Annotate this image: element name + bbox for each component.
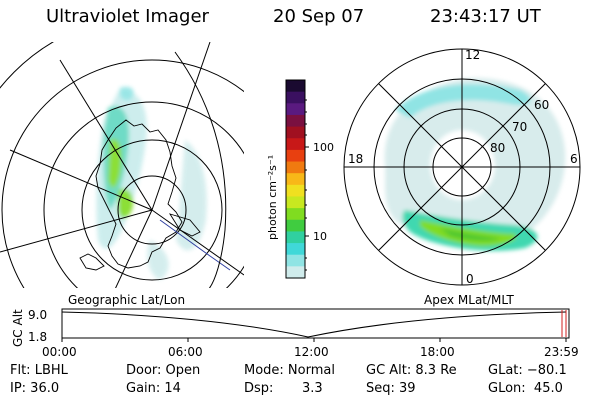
limb-curve [174,51,227,288]
coastline [79,119,201,271]
timeline-xtick-2359: 23:59 [544,345,579,359]
colorbar-cell [286,219,305,233]
colorbar-unit-label: photon cm⁻²s⁻¹ [266,155,279,240]
colorbar-cell [286,184,305,198]
colorbar-cell [286,126,305,139]
status-ip: IP: 36.0 [10,381,60,396]
colorbar-cell [286,149,305,163]
status-dsp-value: 3.3 [302,381,323,396]
observation-time: 23:43:17 UT [430,6,541,27]
polar-grid [343,48,581,286]
colorbar-cell [286,138,305,151]
timeline-ylabel: GC Alt [11,309,25,347]
altitude-timeline: GC Alt 9.0 1.8 00:00 06:00 12:00 18:00 2… [11,308,579,359]
timeline-ytick-top: 9.0 [28,308,47,322]
timeline-xtick-0600: 06:00 [168,345,203,359]
colorbar: 100 10 photon cm⁻²s⁻¹ [266,79,334,279]
latitude-grid [0,42,244,288]
mlt-label-0: 0 [466,272,474,286]
colorbar-cell [286,173,305,186]
colorbar-cell [286,161,305,174]
mlt-label-12: 12 [465,48,480,62]
colorbar-cell [286,254,305,267]
status-dsp-label: Dsp: [244,381,274,396]
right-panel-caption: Apex MLat/MLT [424,293,514,307]
timeline-xtick-1800: 18:00 [420,345,455,359]
status-mode: Mode: Normal [244,363,335,378]
status-glat: GLat: −80.1 [488,363,567,378]
timeline-ytick-bottom: 1.8 [28,330,47,344]
colorbar-cells [286,80,305,279]
mlt-label-6: 6 [570,152,578,166]
colorbar-cell [286,208,305,221]
colorbar-cell [286,91,305,104]
colorbar-cell [286,103,305,116]
status-filter: Flt: LBHL [10,363,68,378]
observation-date: 20 Sep 07 [273,6,365,27]
aurora-emission-left [96,86,207,280]
mlt-label-18: 18 [348,152,363,166]
colorbar-cell [286,114,305,128]
colorbar-cell [286,196,305,209]
instrument-title: Ultraviolet Imager [46,6,209,27]
status-gc-alt: GC Alt: 8.3 Re [366,363,457,378]
left-panel-caption: Geographic Lat/Lon [68,293,185,307]
colorbar-ticks [305,99,309,271]
mlat-label-60: 60 [534,98,549,112]
terminator-line [159,219,231,271]
mlat-label-80: 80 [490,141,505,155]
aurora-emission-right [384,78,566,251]
status-glon: GLon: 45.0 [488,381,563,396]
colorbar-cell [286,231,305,244]
colorbar-cell [286,80,305,93]
colorbar-tick-10: 10 [313,230,327,243]
colorbar-tick-100: 100 [313,141,334,154]
altitude-curve [61,311,567,338]
colorbar-cell [286,266,305,279]
colorbar-cell [286,243,305,256]
status-seq: Seq: 39 [366,381,416,396]
status-door: Door: Open [126,363,201,378]
geographic-map [0,42,244,288]
status-gain: Gain: 14 [126,381,181,396]
longitude-grid [0,42,244,288]
timeline-xtick-0000: 00:00 [42,345,77,359]
timeline-xtick-1200: 12:00 [294,345,329,359]
mlat-label-70: 70 [512,120,527,134]
polar-plot: 12 18 6 0 60 70 80 [343,48,581,286]
